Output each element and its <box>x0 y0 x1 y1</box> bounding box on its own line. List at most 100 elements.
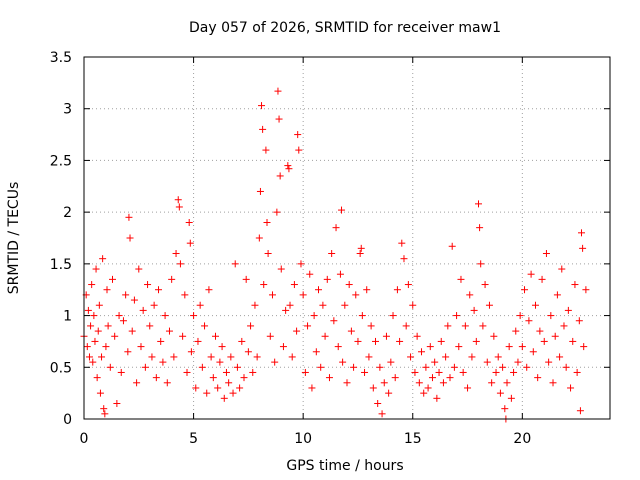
data-point <box>505 343 513 351</box>
data-point <box>540 337 548 345</box>
data-point <box>476 224 484 232</box>
data-point <box>301 368 309 376</box>
data-point <box>187 348 195 356</box>
x-tick-label: 0 <box>80 431 89 447</box>
data-point <box>411 368 419 376</box>
data-point <box>422 363 430 371</box>
data-point <box>455 343 463 351</box>
data-point <box>575 317 583 325</box>
data-point <box>483 358 491 366</box>
data-point <box>450 363 458 371</box>
data-point <box>275 115 283 123</box>
x-tick-label: 10 <box>294 431 312 447</box>
data-point <box>256 187 264 195</box>
data-point <box>186 239 194 247</box>
data-point <box>354 337 362 345</box>
data-point <box>286 301 294 309</box>
data-point <box>564 306 572 314</box>
data-point <box>216 358 224 366</box>
data-point <box>396 337 404 345</box>
data-point <box>461 322 469 330</box>
data-point <box>172 250 180 258</box>
data-point <box>545 358 553 366</box>
data-point <box>181 291 189 299</box>
data-point <box>453 312 461 320</box>
data-point <box>420 389 428 397</box>
data-point <box>139 306 147 314</box>
data-point <box>83 343 91 351</box>
data-point <box>400 255 408 263</box>
data-point <box>534 374 542 382</box>
data-point <box>499 363 507 371</box>
data-point <box>161 312 169 320</box>
data-point <box>345 281 353 289</box>
data-point <box>89 358 97 366</box>
data-point <box>84 306 92 314</box>
data-point <box>218 343 226 351</box>
data-point <box>141 363 149 371</box>
data-point <box>103 286 111 294</box>
y-tick-label: 1 <box>63 309 72 325</box>
data-point <box>266 332 274 340</box>
data-point <box>523 363 531 371</box>
data-point <box>279 343 287 351</box>
data-point <box>485 301 493 309</box>
y-tick-label: 0.5 <box>50 360 72 376</box>
data-point <box>229 389 237 397</box>
data-point <box>282 306 290 314</box>
data-point <box>514 358 522 366</box>
data-point <box>576 407 584 415</box>
data-point <box>325 374 333 382</box>
data-point <box>104 322 112 330</box>
data-point <box>295 146 303 154</box>
data-point <box>159 358 167 366</box>
data-point <box>365 353 373 361</box>
data-point <box>137 343 145 351</box>
data-point <box>128 327 136 335</box>
data-point <box>367 322 375 330</box>
data-point <box>157 337 165 345</box>
data-point <box>259 125 267 133</box>
data-point <box>317 363 325 371</box>
data-point <box>168 275 176 283</box>
data-point <box>111 332 119 340</box>
data-point <box>376 363 384 371</box>
data-point <box>435 368 443 376</box>
data-point <box>512 327 520 335</box>
data-point <box>328 250 336 258</box>
data-point <box>144 281 152 289</box>
data-point <box>176 260 184 268</box>
data-point <box>96 389 104 397</box>
data-point <box>271 358 279 366</box>
data-point <box>315 286 323 294</box>
data-point <box>190 312 198 320</box>
data-point <box>306 270 314 278</box>
data-point <box>380 379 388 387</box>
data-point <box>398 239 406 247</box>
data-point <box>571 281 579 289</box>
data-point <box>347 327 355 335</box>
data-point <box>468 353 476 361</box>
data-point <box>95 301 103 309</box>
x-tick-label: 5 <box>189 431 198 447</box>
data-point <box>371 337 379 345</box>
data-point <box>119 317 127 325</box>
data-point <box>155 286 163 294</box>
data-point <box>385 389 393 397</box>
data-point <box>549 379 557 387</box>
data-point <box>341 301 349 309</box>
data-point <box>263 218 271 226</box>
data-point <box>459 368 467 376</box>
data-point <box>152 374 160 382</box>
data-point <box>288 353 296 361</box>
data-point <box>448 242 456 250</box>
data-point <box>492 368 500 376</box>
data-point <box>404 281 412 289</box>
data-point <box>277 265 285 273</box>
data-point <box>525 317 533 325</box>
data-point <box>262 146 270 154</box>
data-point <box>258 102 266 110</box>
data-point <box>238 337 246 345</box>
data-point <box>439 379 447 387</box>
data-point <box>496 389 504 397</box>
